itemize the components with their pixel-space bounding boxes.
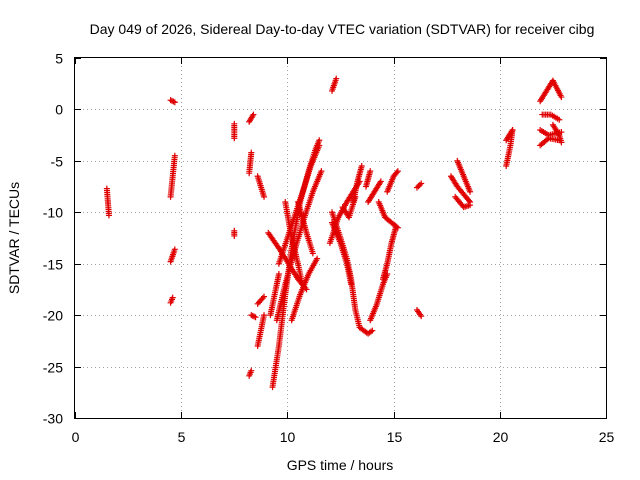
data-point-a36 — [418, 313, 425, 320]
data-point-a6 — [231, 227, 238, 234]
data-point-a16 — [316, 137, 323, 144]
x-tick-label: 0 — [72, 429, 80, 445]
data-point-a17 — [316, 142, 323, 149]
data-point-a8 — [248, 149, 255, 156]
data-point-a3 — [171, 246, 178, 253]
y-tick-label: 0 — [55, 102, 63, 118]
data-point-a7 — [231, 120, 238, 127]
chart-title: Day 049 of 2026, Sidereal Day-to-day VTE… — [90, 21, 595, 37]
x-tick-label: 20 — [493, 429, 509, 445]
y-tick-label: -15 — [43, 257, 63, 273]
data-point-a19 — [309, 250, 316, 257]
data-point-a13 — [261, 312, 268, 319]
y-axis-label: SDTVAR / TECUs — [6, 182, 22, 294]
data-point-a39 — [467, 188, 474, 195]
y-tick-label: -20 — [43, 308, 63, 324]
data-point-a10 — [248, 367, 255, 374]
data-point-a2 — [169, 294, 176, 301]
data-point-a1 — [105, 212, 112, 219]
data-point-a45 — [556, 116, 563, 123]
x-axis-label: GPS time / hours — [287, 457, 394, 473]
data-point-a35 — [418, 180, 425, 187]
data-point-a34 — [392, 224, 399, 231]
data-point-a22 — [275, 271, 282, 277]
data-point-a33 — [393, 169, 400, 176]
y-tick-label: -5 — [51, 154, 64, 170]
y-tick-label: 5 — [55, 51, 63, 67]
y-tick-label: -30 — [43, 411, 63, 427]
y-tick-label: -25 — [43, 360, 63, 376]
data-point-a33 — [394, 168, 401, 175]
data-point-a41 — [509, 127, 516, 133]
data-point-a28 — [358, 163, 365, 169]
data-point-a11 — [252, 314, 259, 321]
data-point-a24 — [369, 327, 376, 334]
data-point-a42 — [558, 94, 565, 101]
data-point-a32 — [393, 223, 400, 230]
gridlines — [75, 58, 606, 418]
plot-frame — [74, 57, 607, 419]
y-tick-label: -10 — [43, 205, 63, 221]
data-point-a46 — [558, 139, 565, 146]
x-tick-label: 25 — [599, 429, 615, 445]
data-point-a21 — [318, 168, 325, 175]
x-tick-label: 15 — [387, 429, 403, 445]
data-point-a9 — [250, 111, 257, 118]
data-point-a5 — [171, 99, 178, 106]
data-markers — [103, 75, 565, 391]
data-point-a4 — [171, 152, 178, 159]
data-point-a38 — [467, 202, 474, 209]
axis-ticks: 0 5 10 15 20 25 -30 -25 -20 -15 -10 -5 0 5 — [43, 51, 615, 446]
data-point-a23 — [333, 75, 340, 82]
data-point-a12 — [261, 293, 268, 300]
data-point-a14 — [261, 193, 268, 200]
data-point-a31 — [377, 178, 384, 185]
data-point-a20 — [314, 255, 321, 262]
x-tick-label: 10 — [280, 429, 296, 445]
data-point-a29 — [367, 168, 374, 175]
x-tick-label: 5 — [178, 429, 186, 445]
data-point-a26 — [348, 281, 355, 288]
